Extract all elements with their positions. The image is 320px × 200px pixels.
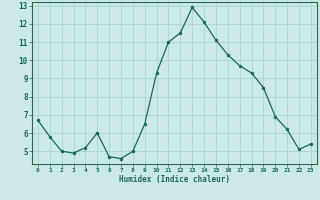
X-axis label: Humidex (Indice chaleur): Humidex (Indice chaleur) <box>119 175 230 184</box>
